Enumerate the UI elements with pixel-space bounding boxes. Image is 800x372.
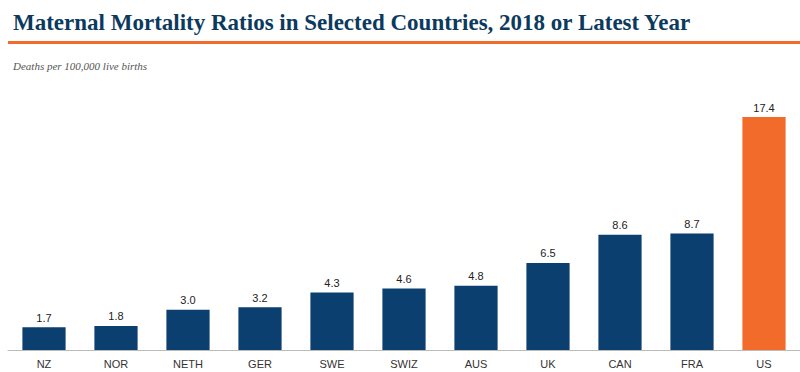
svg-text:SWE: SWE [319, 358, 344, 370]
svg-text:4.8: 4.8 [468, 270, 483, 282]
svg-text:AUS: AUS [465, 358, 488, 370]
svg-text:3.0: 3.0 [180, 294, 195, 306]
svg-text:NETH: NETH [173, 358, 203, 370]
svg-text:8.6: 8.6 [612, 219, 627, 231]
svg-text:17.4: 17.4 [753, 102, 774, 114]
svg-text:CAN: CAN [608, 358, 631, 370]
svg-text:4.6: 4.6 [396, 273, 411, 285]
svg-text:6.5: 6.5 [540, 247, 555, 259]
svg-text:1.7: 1.7 [36, 312, 51, 324]
svg-text:FRA: FRA [681, 358, 704, 370]
svg-text:Maternal Mortality Ratios in S: Maternal Mortality Ratios in Selected Co… [13, 10, 690, 35]
svg-text:8.7: 8.7 [684, 218, 699, 230]
svg-text:Deaths per 100,000 live births: Deaths per 100,000 live births [12, 60, 147, 72]
svg-text:NZ: NZ [37, 358, 52, 370]
svg-text:1.8: 1.8 [108, 310, 123, 322]
svg-text:GER: GER [248, 358, 272, 370]
svg-text:4.3: 4.3 [324, 277, 339, 289]
svg-text:UK: UK [540, 358, 556, 370]
svg-text:3.2: 3.2 [252, 292, 267, 304]
svg-text:US: US [756, 358, 771, 370]
svg-text:SWIZ: SWIZ [390, 358, 418, 370]
svg-text:NOR: NOR [104, 358, 129, 370]
